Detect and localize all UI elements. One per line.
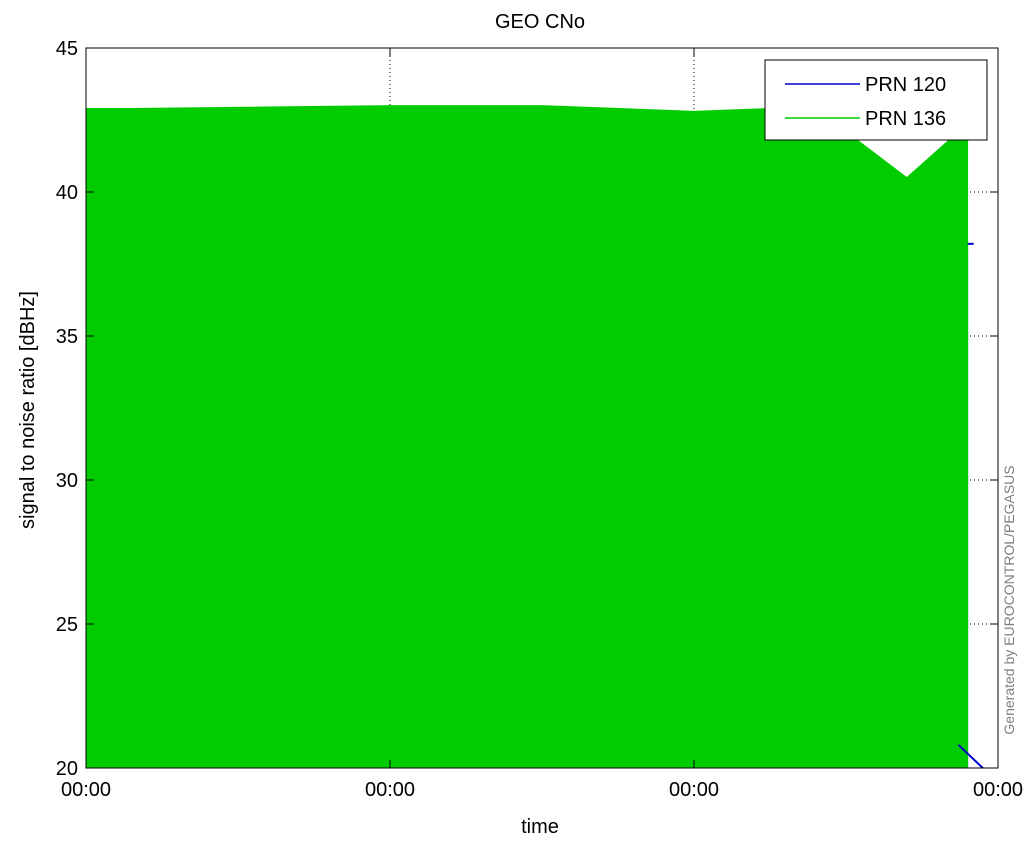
x-tick-label: 00:00	[973, 779, 1023, 801]
legend-label-1: PRN 120	[865, 74, 946, 96]
ticks: 20 25 30 35 40 45 00:00 00:00 00:00 00:00	[56, 38, 1023, 801]
x-axis-label: time	[521, 816, 559, 838]
y-tick-label: 40	[56, 182, 78, 204]
x-tick-label: 00:00	[61, 779, 111, 801]
series-band-2	[86, 105, 969, 768]
legend-box	[764, 59, 988, 141]
legend-label-2: PRN 136	[865, 108, 946, 130]
y-tick-label: 35	[56, 326, 78, 348]
y-tick-label: 45	[56, 38, 78, 60]
series-1-tail-line	[957, 744, 984, 768]
chart-title: GEO CNo	[495, 11, 585, 33]
y-axis-label: signal to noise ratio [dBHz]	[17, 291, 39, 529]
y-tick-label: 20	[56, 758, 78, 780]
y-tick-label: 25	[56, 614, 78, 636]
axes-box	[85, 47, 999, 769]
watermark-text: Generated by EUROCONTROL/PEGASUS	[1001, 465, 1017, 734]
legend: PRN 120 PRN 136	[764, 59, 988, 141]
x-tick-label: 00:00	[669, 779, 719, 801]
y-tick-label: 30	[56, 470, 78, 492]
x-tick-label: 00:00	[365, 779, 415, 801]
data-marks	[86, 105, 984, 768]
